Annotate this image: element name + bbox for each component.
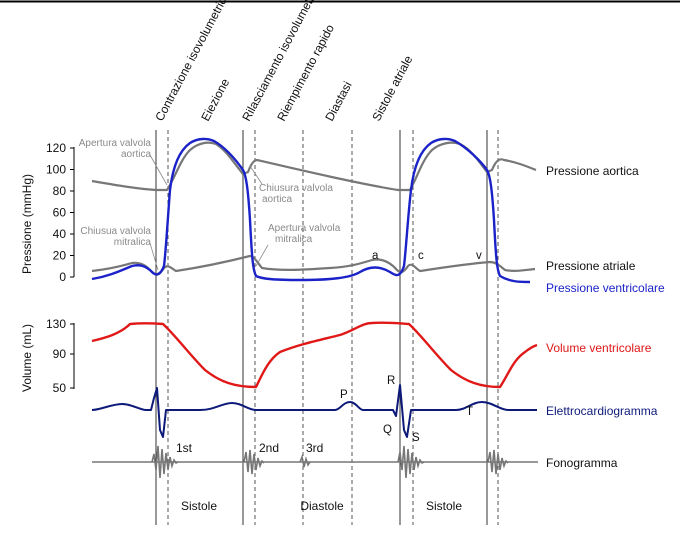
legend-atrial-pressure: Pressione atriale (546, 259, 636, 273)
legend-phonogram: Fonogramma (546, 456, 618, 470)
aortic-pressure-curve (91, 141, 537, 192)
volume-axis: Volume (mL) 130 90 50 (20, 317, 75, 395)
wave-label-q: Q (383, 424, 392, 436)
volume-tick-label: 130 (46, 317, 66, 331)
pressure-tick-label: 0 (59, 270, 66, 284)
phono-burst-s2b (487, 449, 509, 475)
wave-labels: a c v P R Q S T (340, 250, 482, 444)
legend-ecg: Elettrocardiogramma (546, 404, 658, 418)
pressure-axis-title: Pressione (mmHg) (20, 174, 34, 274)
atrial-pressure-curve (91, 254, 536, 276)
phase-label-diastasis: Diastasi (322, 79, 354, 123)
cycle-label-systole-1: Sistole (181, 499, 217, 513)
leader-aortic-opening (149, 154, 168, 186)
pressure-tick-label: 20 (53, 249, 67, 263)
pressure-tick-label: 80 (53, 184, 67, 198)
annotation-mitral-opening-line2: mitralica (275, 234, 313, 245)
phonocardiogram (92, 445, 538, 479)
wave-label-a: a (372, 250, 379, 262)
wave-label-p: P (340, 389, 348, 401)
legend-ventricular-pressure: Pressione ventricolare (546, 281, 665, 295)
wave-label-c: c (418, 250, 424, 262)
cycle-label-diastole: Diastole (300, 499, 344, 513)
phase-label-isovolumetric-contraction: Contrazione isovolumetrica (152, 0, 232, 123)
pressure-tick-label: 60 (53, 206, 67, 220)
annotation-aortic-opening-line2: aortica (121, 149, 151, 160)
ventricular-pressure-curve (91, 137, 531, 284)
heart-sound-labels: 1st 2nd 3rd (176, 441, 323, 455)
annotation-mitral-closing-line2: mitralica (114, 237, 152, 248)
leader-aortic-closing (249, 165, 263, 185)
volume-axis-title: Volume (mL) (20, 324, 34, 392)
phono-burst-s3 (299, 454, 311, 468)
volume-tick-label: 90 (53, 347, 67, 361)
phase-label-ejection: Eiezione (198, 76, 232, 124)
annotation-aortic-opening-line1: Apertura valvola (79, 138, 152, 149)
wave-label-s: S (412, 432, 420, 444)
annotation-mitral-closing-line1: Chiusua valvola (80, 226, 151, 237)
pressure-tick-label: 100 (46, 163, 66, 177)
pressure-tick-label: 120 (46, 141, 66, 155)
phono-burst-s1b (397, 445, 425, 479)
ventricular-volume-curve (91, 321, 538, 389)
annotation-leaders (149, 154, 269, 271)
phase-labels: Contrazione isovolumetrica Eiezione Rila… (152, 0, 415, 123)
legend-aortic-pressure: Pressione aortica (546, 164, 639, 178)
leader-mitral-opening (255, 244, 269, 267)
phono-burst-s1 (151, 445, 179, 479)
volume-tick-label: 50 (53, 381, 67, 395)
wave-label-r: R (387, 375, 395, 387)
pressure-axis: Pressione (mmHg) 120 100 80 60 40 20 0 (20, 141, 75, 284)
legend-ventricular-volume: Volume ventricolare (546, 341, 652, 355)
phono-burst-s2 (243, 449, 265, 475)
ecg-trace (91, 384, 537, 438)
heart-sound-second: 2nd (259, 441, 279, 455)
phase-label-atrial-systole: Sistole atriale (369, 53, 415, 123)
valve-annotations: Apertura valvola aortica Chiusura valvol… (79, 138, 341, 248)
heart-sound-first: 1st (176, 441, 193, 455)
cycle-label-systole-2: Sistole (426, 499, 462, 513)
pressure-tick-label: 40 (53, 227, 67, 241)
legend: Pressione aortica Pressione atriale Pres… (546, 164, 665, 470)
wave-label-v: v (476, 250, 482, 262)
leader-mitral-closing (149, 242, 159, 271)
cycle-labels: Sistole Diastole Sistole (181, 499, 462, 513)
annotation-aortic-closing-line1: Chiusura valvola (259, 183, 333, 194)
heart-sound-third: 3rd (306, 441, 323, 455)
annotation-mitral-opening-line1: Apertura valvola (268, 223, 341, 234)
wave-label-t: T (466, 406, 473, 418)
annotation-aortic-closing-line2: aortica (262, 194, 292, 205)
